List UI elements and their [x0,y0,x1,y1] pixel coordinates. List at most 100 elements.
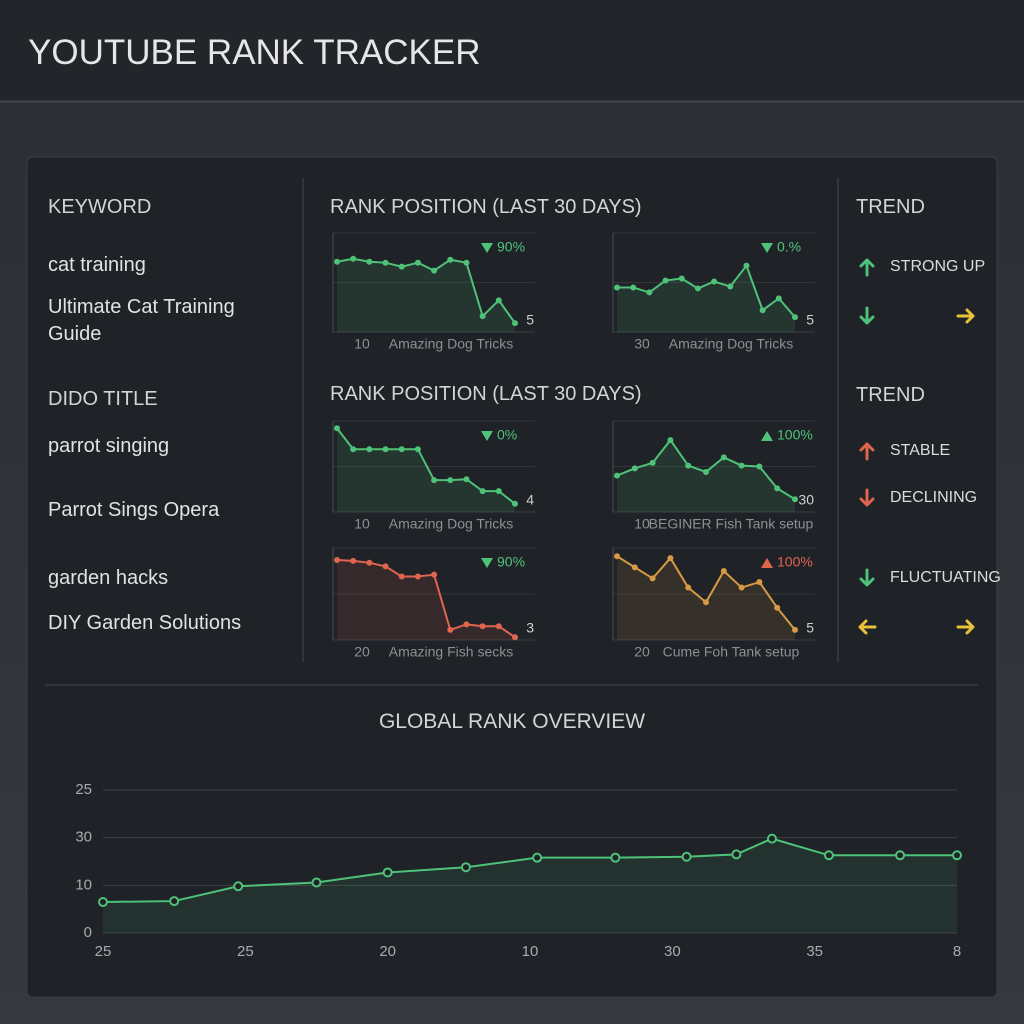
video-title: Ultimate Cat Training Guide [48,296,235,345]
caption: BEGINER Fish Tank setup [649,516,814,532]
point [233,881,244,892]
badge-label: 0% [497,427,517,443]
point [610,852,621,863]
video-title: DIY Garden Solutions [48,612,242,634]
start-label: 10 [634,516,650,532]
start-label: 20 [634,644,650,660]
point [334,425,340,432]
end-label: 5 [806,312,814,328]
section-heading: RANK POSITION (LAST 30 DAYS) [330,196,642,218]
point [774,485,781,492]
badge-arrow [761,431,773,441]
video-title: Parrot Sings Opera [48,499,220,521]
section-heading: TREND [856,384,925,406]
point [398,446,405,453]
badge-arrow [481,558,493,568]
trend-arrow [859,568,875,587]
point [738,462,745,469]
point [98,897,108,908]
point [334,258,340,265]
point [382,446,389,453]
badge-label: 100% [777,427,813,443]
point [631,564,638,571]
caption: Amazing Dog Tricks [389,516,513,532]
point [398,573,405,580]
trend-arrow [859,442,875,461]
end-label: 5 [526,312,534,328]
y-tick-label: 0 [84,924,92,941]
point [678,275,685,282]
trend-label: DECLINING [890,489,977,506]
point [703,599,709,606]
x-tick-label: 20 [379,943,396,960]
panel [26,156,998,998]
column-heading: DIDO TITLE [48,388,158,410]
point [414,446,421,453]
x-tick-label: 10 [522,943,539,960]
start-label: 10 [354,336,370,352]
point [382,867,393,878]
point [366,258,373,265]
trend-arrow [859,488,875,507]
section-heading: RANK POSITION (LAST 30 DAYS) [330,383,642,405]
badge-label: 90% [497,239,525,255]
point [649,575,656,582]
point [614,553,620,560]
point [774,604,781,611]
caption: Amazing Dog Tricks [669,336,793,352]
badge-arrow [481,431,493,441]
point [447,626,454,633]
point [775,295,782,302]
point [759,307,766,314]
point [479,623,486,630]
point [414,259,421,266]
point [756,579,763,586]
point [431,267,438,274]
point [694,285,701,292]
end-label: 30 [798,492,814,508]
point [512,634,518,641]
area [617,440,795,512]
end-label: 3 [526,620,534,636]
trend-arrow [858,619,877,635]
point [350,557,357,564]
point [512,500,518,507]
point [743,262,750,269]
point [495,623,502,630]
app-title: YOUTUBE RANK TRACKER [28,33,481,72]
point [720,568,727,574]
point [630,284,637,291]
section-heading: TREND [856,196,925,218]
point [447,477,454,484]
trend-arrow [956,619,975,635]
point [311,877,322,888]
point [431,477,438,484]
point [792,626,798,633]
trend-arrow [956,308,975,324]
point [711,278,718,285]
trend-label: FLUCTUATING [890,569,1001,586]
trend-label: STABLE [890,442,950,459]
end-label: 4 [526,492,534,508]
point [366,559,373,566]
point [727,283,734,290]
y-tick-label: 25 [75,781,92,798]
start-label: 10 [354,516,370,532]
point [479,488,486,495]
point [631,465,638,472]
point [823,850,834,861]
area [337,559,515,640]
point [614,284,620,291]
point [431,571,438,578]
area [617,265,795,332]
x-tick-label: 25 [237,943,254,960]
point [350,446,357,453]
point [952,850,962,861]
point [463,621,470,628]
point [681,851,692,862]
trend-label: STRONG UP [890,258,985,275]
badge-label: 0.% [777,239,801,255]
point [447,256,454,263]
badge-arrow [761,243,773,253]
